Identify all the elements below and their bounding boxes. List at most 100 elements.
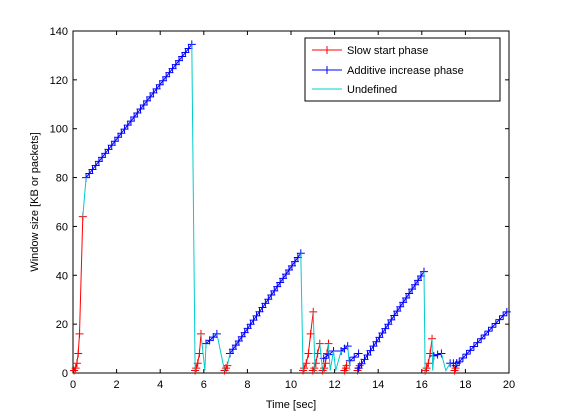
- marker-additive-increase-phase: [98, 153, 107, 162]
- marker-additive-increase-phase: [433, 350, 442, 359]
- marker-additive-increase-phase: [184, 44, 193, 53]
- marker-additive-increase-phase: [130, 113, 139, 122]
- marker-additive-increase-phase: [110, 137, 119, 146]
- marker-slow-start-phase: [195, 349, 204, 358]
- marker-additive-increase-phase: [399, 298, 408, 307]
- marker-additive-increase-phase: [345, 356, 354, 365]
- marker-additive-increase-phase: [146, 92, 155, 101]
- series-line-undefined: [347, 346, 351, 371]
- legend-marker-additive: [323, 66, 331, 74]
- marker-additive-increase-phase: [85, 169, 94, 178]
- marker-additive-increase-phase: [246, 320, 255, 329]
- marker-additive-increase-phase: [396, 302, 405, 311]
- legend: Slow start phase Additive increase phase…: [304, 37, 501, 102]
- y-tick-label: 100: [50, 124, 68, 136]
- marker-slow-start-phase: [302, 359, 311, 368]
- marker-additive-increase-phase: [488, 323, 497, 332]
- marker-additive-increase-phase: [384, 320, 393, 329]
- marker-additive-increase-phase: [101, 149, 110, 158]
- marker-additive-increase-phase: [455, 357, 464, 366]
- x-tick-label: 0: [70, 379, 76, 391]
- marker-additive-increase-phase: [107, 141, 116, 150]
- marker-additive-increase-phase: [225, 349, 234, 358]
- marker-additive-increase-phase: [171, 60, 180, 69]
- marker-slow-start-phase: [192, 364, 201, 373]
- marker-slow-start-phase: [424, 359, 433, 368]
- marker-additive-increase-phase: [142, 96, 151, 105]
- marker-additive-increase-phase: [231, 341, 240, 350]
- marker-additive-increase-phase: [252, 311, 261, 320]
- y-tick-label: 140: [50, 26, 68, 38]
- x-tick-label: 10: [285, 379, 297, 391]
- marker-additive-increase-phase: [390, 311, 399, 320]
- marker-additive-increase-phase: [402, 293, 411, 302]
- marker-additive-increase-phase: [350, 353, 359, 362]
- marker-additive-increase-phase: [155, 80, 164, 89]
- marker-additive-increase-phase: [149, 88, 158, 97]
- y-tick-label: 60: [56, 221, 68, 233]
- marker-additive-increase-phase: [495, 315, 504, 324]
- marker-additive-increase-phase: [354, 364, 363, 373]
- series-line-undefined: [82, 177, 87, 217]
- marker-additive-increase-phase: [158, 76, 167, 85]
- x-tick-label: 6: [201, 379, 207, 391]
- marker-additive-increase-phase: [181, 48, 190, 57]
- marker-slow-start-phase: [74, 349, 83, 358]
- marker-additive-increase-phase: [369, 342, 378, 351]
- y-tick-label: 80: [56, 173, 68, 185]
- series-line-undefined: [200, 333, 207, 371]
- marker-additive-increase-phase: [264, 295, 273, 304]
- marker-slow-start-phase: [72, 359, 81, 368]
- marker-additive-increase-phase: [480, 330, 489, 339]
- marker-additive-increase-phase: [477, 334, 486, 343]
- marker-additive-increase-phase: [405, 289, 414, 298]
- marker-additive-increase-phase: [411, 280, 420, 289]
- marker-slow-start-phase: [422, 364, 431, 373]
- marker-additive-increase-phase: [290, 257, 299, 266]
- x-tick-label: 12: [328, 379, 340, 391]
- y-axis-label: Window size [KB or packets]: [29, 132, 41, 271]
- series-line-undefined: [440, 353, 451, 372]
- marker-additive-increase-phase: [462, 350, 471, 359]
- marker-additive-increase-phase: [104, 145, 113, 154]
- marker-additive-increase-phase: [273, 282, 282, 291]
- marker-additive-increase-phase: [237, 332, 246, 341]
- series-line-undefined: [319, 343, 324, 371]
- marker-additive-increase-phase: [249, 316, 258, 325]
- marker-additive-increase-phase: [178, 52, 187, 61]
- marker-additive-increase-phase: [354, 349, 363, 358]
- marker-additive-increase-phase: [372, 337, 381, 346]
- marker-additive-increase-phase: [408, 285, 417, 294]
- marker-additive-increase-phase: [363, 350, 372, 359]
- series-line-undefined: [431, 338, 435, 371]
- marker-additive-increase-phase: [88, 165, 97, 174]
- x-tick-label: 14: [372, 379, 384, 391]
- marker-additive-increase-phase: [139, 100, 148, 109]
- marker-additive-increase-phase: [282, 270, 291, 279]
- marker-additive-increase-phase: [205, 336, 214, 345]
- legend-label-undefined: Undefined: [347, 84, 397, 96]
- marker-additive-increase-phase: [393, 307, 402, 316]
- marker-additive-increase-phase: [261, 299, 270, 308]
- marker-additive-increase-phase: [174, 56, 183, 65]
- marker-additive-increase-phase: [255, 307, 264, 316]
- marker-additive-increase-phase: [375, 333, 384, 342]
- marker-additive-increase-phase: [234, 336, 243, 345]
- marker-slow-start-phase: [321, 359, 330, 368]
- legend-label-additive: Additive increase phase: [347, 65, 464, 77]
- marker-additive-increase-phase: [133, 109, 142, 118]
- marker-additive-increase-phase: [258, 303, 267, 312]
- marker-additive-increase-phase: [469, 342, 478, 351]
- series-line-undefined: [216, 333, 225, 371]
- series-line-undefined: [191, 44, 196, 371]
- marker-additive-increase-phase: [243, 324, 252, 333]
- series-line-additive-increase-phase: [205, 333, 218, 345]
- marker-additive-increase-phase: [357, 359, 366, 368]
- series-line-undefined: [423, 271, 426, 371]
- series-line-undefined: [226, 353, 231, 366]
- marker-additive-increase-phase: [228, 345, 237, 354]
- x-tick-label: 18: [459, 379, 471, 391]
- series-line-undefined: [328, 343, 342, 371]
- y-tick-label: 40: [56, 270, 68, 282]
- x-tick-label: 16: [416, 379, 428, 391]
